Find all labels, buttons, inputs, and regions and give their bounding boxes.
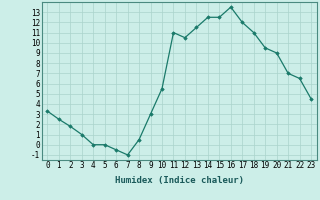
X-axis label: Humidex (Indice chaleur): Humidex (Indice chaleur) (115, 176, 244, 185)
